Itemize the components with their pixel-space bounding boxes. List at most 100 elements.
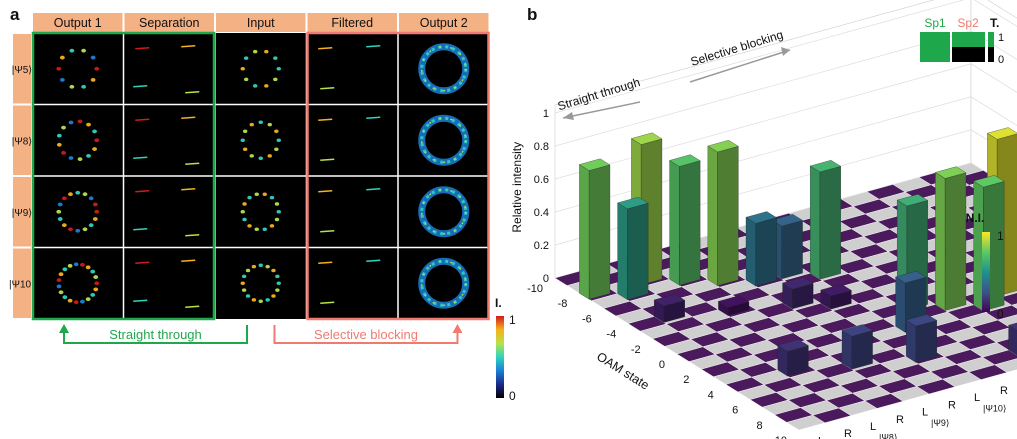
bar-top [718, 295, 750, 308]
bar-top [617, 196, 649, 210]
wall-gridline [554, 30, 1017, 147]
input-spot [243, 56, 249, 60]
colorbar-a [496, 316, 504, 398]
separation-streak [181, 187, 196, 191]
input-spot [254, 192, 259, 196]
output1-spot [94, 66, 100, 71]
sam-tick-label: R [1000, 385, 1008, 397]
output1-spot [73, 300, 79, 305]
selective-blocking-arrow-b [689, 49, 791, 83]
output1-spot [94, 281, 100, 286]
bar-top [1008, 322, 1017, 331]
sam-tick-label: R [844, 428, 852, 439]
column-header-label: Output 2 [420, 16, 468, 30]
separation-streak [181, 44, 196, 48]
output1-spot [85, 297, 91, 302]
legend-sp2-label: Sp2 [957, 16, 979, 30]
output1-spot [58, 272, 64, 277]
bar-face-right [851, 330, 873, 370]
straight-through-arrowhead [59, 324, 70, 333]
filtered-streak [320, 86, 335, 90]
output1-spot [88, 196, 94, 201]
output1-spot [85, 265, 91, 270]
row-header [13, 248, 31, 318]
input-spot [275, 288, 280, 292]
output1-spot [62, 295, 68, 300]
straight-through-arrow [63, 325, 249, 344]
filtered-streak [320, 229, 335, 233]
output1-spot [56, 278, 62, 283]
row-header-label: |Ψ8⟩ [12, 136, 33, 147]
column-header-label: Output 1 [54, 16, 102, 30]
separation-streak [185, 162, 200, 166]
output2-ring-speckle [421, 117, 467, 163]
bar-face-left [617, 202, 628, 300]
colorbar-a-max: 1 [509, 313, 516, 327]
wall-gridline [554, 63, 1017, 180]
selective-blocking-arrowhead [452, 324, 463, 333]
input-spot [273, 77, 278, 82]
output1-spot [69, 48, 75, 53]
filtered-streak [366, 187, 381, 191]
filtered-streak [366, 116, 381, 120]
input-spot [267, 122, 272, 127]
bar-top [809, 160, 842, 173]
bar-face-left [935, 172, 946, 311]
output1-spot [61, 223, 67, 228]
output1-spot [67, 263, 73, 268]
bar-face-right [781, 220, 803, 280]
filtered-streak [366, 259, 381, 263]
bar-face-left [841, 329, 852, 370]
floor-cell [1011, 303, 1017, 309]
straight-through-box [31, 31, 216, 321]
output1-spot [68, 192, 73, 197]
output1-spot [80, 262, 85, 267]
legend-t-min: 0 [998, 54, 1004, 66]
z-tick-label: 1 [543, 108, 549, 120]
column-header [307, 13, 397, 32]
output1-spot [58, 290, 64, 295]
bar-top [782, 277, 814, 290]
output2-ring-speckle [421, 260, 467, 306]
bar-face-right [589, 164, 611, 300]
separation-streak [185, 233, 200, 237]
bar-face-left [579, 164, 590, 300]
oam-axis-label: OAM state [594, 349, 652, 392]
oam-tick-label: -4 [606, 329, 616, 341]
sam-tick-label: R [896, 414, 904, 426]
output1-spot [75, 228, 81, 233]
input-spot [242, 129, 248, 134]
separation-streak [135, 261, 150, 265]
colorbar-b-min: 0 [997, 307, 1004, 321]
bar-face-left [810, 165, 821, 280]
input-spot [252, 49, 258, 54]
output1-spot [81, 84, 87, 89]
input-spot [276, 138, 281, 143]
output1-spot [61, 196, 67, 201]
input-spot [243, 77, 249, 82]
input-spot [274, 147, 279, 152]
wall-gridline [554, 0, 1017, 114]
input-spot [258, 299, 263, 304]
bar-top [771, 214, 803, 227]
output1-spot [68, 120, 74, 125]
output1-spot [92, 202, 98, 207]
output1-spot [75, 190, 81, 195]
input-spot [241, 274, 247, 279]
z-tick-label: 0 [543, 273, 549, 285]
output1-spot [59, 55, 65, 60]
output1-spot [62, 267, 68, 272]
z-tick-label: 0.6 [534, 174, 549, 186]
output1-spot [56, 209, 62, 214]
bar-face-right [945, 172, 967, 311]
input-spot [271, 294, 276, 298]
output1-spot [69, 84, 75, 89]
input-spot [258, 120, 263, 125]
input-spot [271, 268, 276, 273]
output1-spot [68, 227, 73, 232]
output1-spot [77, 119, 83, 124]
output1-spot [86, 122, 91, 127]
separation-streak [185, 90, 200, 94]
output1-spot [61, 125, 66, 130]
input-spot [245, 268, 251, 273]
